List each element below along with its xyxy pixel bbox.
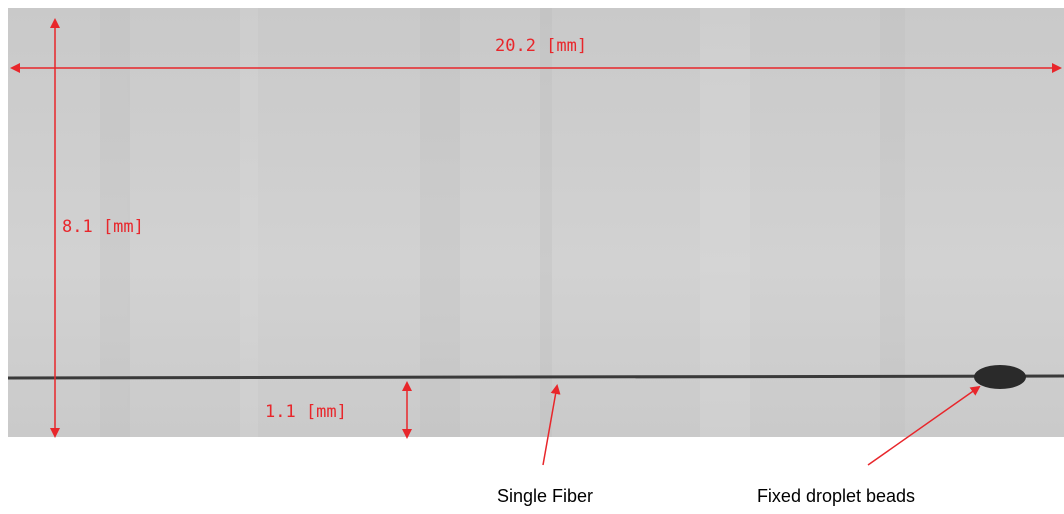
fiber-pointer [542, 384, 561, 466]
photo [7, 8, 1064, 437]
streaks [100, 8, 905, 437]
droplet [974, 365, 1026, 389]
height-label: 8.1 [mm] [62, 217, 144, 237]
photo-background [8, 8, 1064, 437]
width-label: 20.2 [mm] [495, 36, 587, 56]
fiber-height-label: 1.1 [mm] [265, 402, 347, 422]
fiber [7, 374, 1064, 380]
fiber-label: Single Fiber [497, 486, 593, 506]
beads-pointer [867, 385, 981, 466]
beads-label: Fixed droplet beads [757, 486, 915, 506]
